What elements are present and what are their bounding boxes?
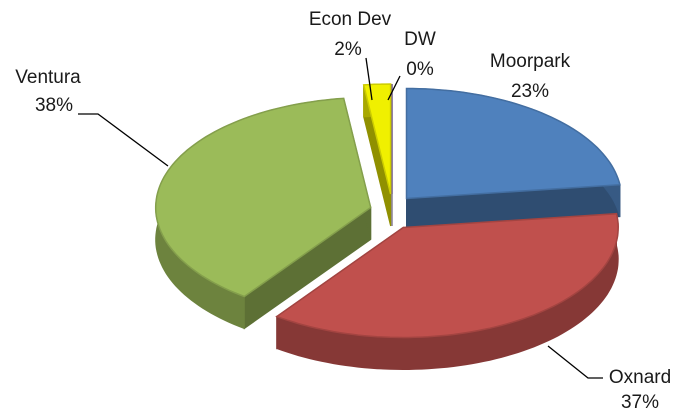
slice-value-label: 23%: [511, 81, 549, 102]
slice: [362, 83, 392, 195]
slice-value-label: 37%: [621, 392, 659, 413]
leader-line: [78, 113, 169, 167]
leader-line: [365, 57, 373, 101]
slice: [275, 212, 619, 339]
slice-label: Oxnard: [609, 367, 671, 388]
slice-label: Econ Dev: [309, 9, 392, 30]
slice: [405, 87, 621, 200]
slice-value-label: 0%: [406, 59, 434, 80]
pie: [154, 83, 621, 370]
slice-label: DW: [404, 29, 436, 50]
slice-value-label: 38%: [35, 95, 73, 116]
leader-line: [387, 75, 401, 101]
slice-value-label: 2%: [334, 39, 362, 60]
slice-label: Ventura: [15, 67, 81, 88]
slice: [154, 97, 372, 298]
leader-line: [547, 345, 603, 379]
slice-label: Moorpark: [490, 51, 571, 72]
